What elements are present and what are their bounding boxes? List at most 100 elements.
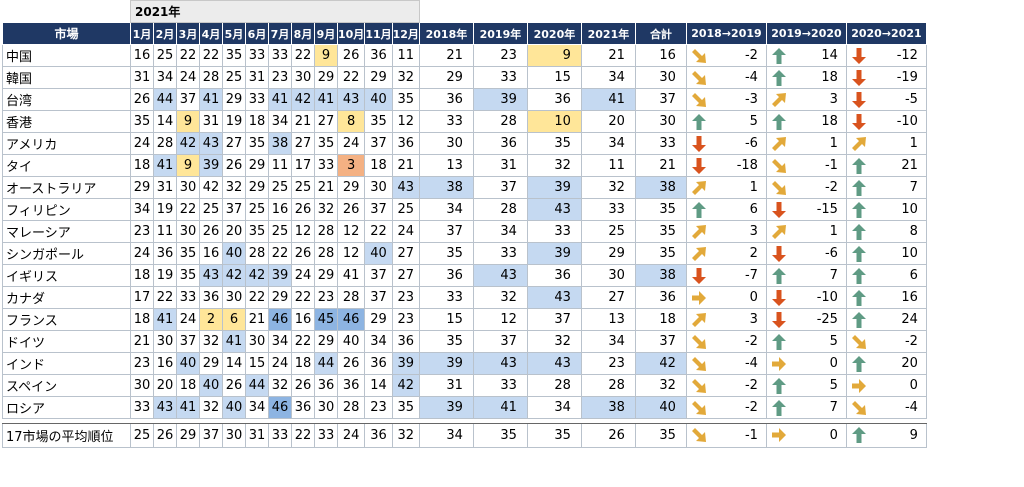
month-rank: 36 (153, 242, 177, 265)
rank-change-value: -1 (824, 158, 838, 173)
month-rank: 42 (222, 264, 246, 287)
month-rank: 19 (153, 264, 177, 287)
month-rank: 16 (130, 44, 154, 67)
rank-change-value: 18 (821, 70, 838, 85)
month-rank: 37 (199, 423, 223, 448)
month-rank: 9 (176, 110, 200, 133)
month-rank: 9 (314, 44, 338, 67)
rank-change-value: 21 (901, 158, 918, 173)
month-rank: 37 (176, 330, 200, 353)
rank-change-value: -2 (744, 334, 758, 349)
total-rank: 42 (634, 352, 687, 375)
month-rank: 28 (314, 220, 338, 243)
month-rank: 41 (176, 396, 200, 419)
year-rank: 39 (526, 176, 582, 199)
rank-change-value: 10 (901, 246, 918, 261)
month-rank: 26 (336, 44, 366, 67)
month-rank: 34 (268, 330, 292, 353)
month-rank: 14 (153, 110, 177, 133)
year-rank: 30 (418, 132, 474, 155)
year-rank: 34 (418, 423, 474, 448)
table-row: アメリカ 24 28 42 43 27 35 38 27 35 24 37 36 30 36 35 34 33 -6… (2, 132, 927, 155)
month-rank: 37 (364, 132, 393, 155)
rank-change-value: 10 (901, 202, 918, 217)
month-rank: 46 (268, 396, 292, 419)
rank-change: -10 (765, 286, 847, 309)
arrow-down-right-icon (771, 159, 786, 173)
year-rank: 28 (472, 110, 528, 133)
year-rank: 20 (580, 110, 636, 133)
month-rank: 2 (199, 308, 223, 331)
arrow-up-icon (771, 70, 786, 86)
month-rank: 35 (391, 88, 420, 111)
year-rank: 32 (526, 154, 582, 177)
rank-change-value: 5 (829, 334, 838, 349)
rank-change: 1 (685, 176, 767, 199)
month-rank: 22 (176, 198, 200, 221)
table-row: マレーシア 23 11 30 26 20 35 25 12 28 12 22 24 37 34 33 25 35 3… (2, 220, 927, 243)
rank-change: 0 (765, 352, 847, 375)
total-rank: 30 (634, 66, 687, 89)
year-rank: 33 (472, 66, 528, 89)
arrow-up-right-icon (691, 181, 706, 195)
month-rank: 33 (268, 44, 292, 67)
month-rank: 21 (291, 110, 315, 133)
month-rank: 36 (364, 44, 393, 67)
year-rank: 41 (472, 396, 528, 419)
column-header: 2018→2019 (685, 22, 767, 45)
ranking-table-container: 2021年 市場 1月 2月 3月 4月 5月 6月 7月 8月 9月 10月 11月 12月 2018年 2… (2, 0, 927, 448)
year-rank: 30 (580, 264, 636, 287)
rank-change-value: 1 (909, 136, 918, 151)
table-row: フランス 18 41 24 2 6 21 46 16 45 46 29 23 15 12 37 13 18 3 -25… (2, 308, 927, 331)
arrow-down-icon (771, 246, 786, 262)
month-rank: 46 (336, 308, 366, 331)
month-rank: 43 (391, 176, 420, 199)
month-rank: 33 (130, 396, 154, 419)
year-rank: 11 (580, 154, 636, 177)
year-bar-row: 2021年 (3, 0, 927, 23)
rank-change-value: -4 (744, 70, 758, 85)
arrow-down-right-icon (851, 335, 866, 349)
month-rank: 22 (291, 44, 315, 67)
year-rank: 35 (526, 423, 582, 448)
arrow-right-icon (691, 291, 706, 305)
rank-change-value: -3 (744, 92, 758, 107)
rank-change: -2 (685, 330, 767, 353)
month-rank: 3 (336, 154, 366, 177)
month-rank: 29 (314, 330, 338, 353)
total-rank: 35 (634, 220, 687, 243)
table-row: フィリピン 34 19 22 25 37 25 16 26 32 26 37 25 34 28 43 33 35 6… (2, 198, 927, 221)
rank-change: 18 (765, 110, 847, 133)
arrow-down-right-icon (771, 181, 786, 195)
year-rank: 36 (526, 88, 582, 111)
rank-change: 24 (845, 308, 927, 331)
column-header: 7月 (268, 22, 292, 45)
arrow-up-right-icon (771, 137, 786, 151)
month-rank: 40 (364, 88, 393, 111)
rank-change: 20 (845, 352, 927, 375)
rank-change-value: 5 (749, 114, 758, 129)
rank-change-value: 1 (829, 136, 838, 151)
rank-change: -4 (845, 396, 927, 419)
month-rank: 34 (268, 110, 292, 133)
month-rank: 26 (222, 154, 246, 177)
month-rank: 8 (336, 110, 366, 133)
month-rank: 26 (291, 198, 315, 221)
arrow-up-icon (851, 312, 866, 328)
year-rank: 41 (580, 88, 636, 111)
arrow-up-icon (771, 268, 786, 284)
month-rank: 28 (245, 242, 269, 265)
total-rank: 35 (634, 198, 687, 221)
rank-change: -4 (685, 352, 767, 375)
rank-change: 0 (765, 423, 847, 448)
rank-change: 16 (845, 286, 927, 309)
rank-change-value: 7 (909, 180, 918, 195)
month-rank: 21 (130, 330, 154, 353)
month-rank: 36 (336, 374, 366, 397)
rank-change: 7 (765, 396, 847, 419)
month-rank: 22 (176, 44, 200, 67)
arrow-right-icon (771, 428, 786, 442)
month-rank: 28 (336, 286, 366, 309)
column-header: 9月 (314, 22, 338, 45)
rank-change-value: -6 (744, 136, 758, 151)
